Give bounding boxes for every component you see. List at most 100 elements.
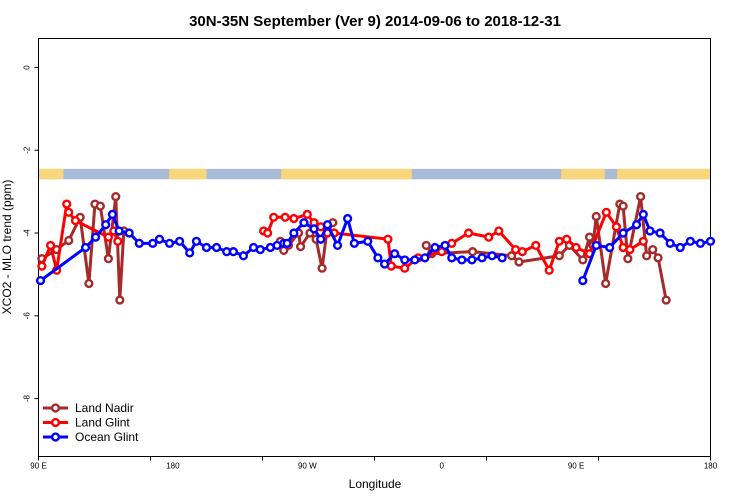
data-point — [625, 244, 635, 255]
data-point — [154, 234, 165, 244]
data-point — [299, 218, 309, 228]
data-point — [645, 226, 655, 236]
data-point — [685, 236, 695, 246]
data-point — [379, 259, 390, 269]
data-point — [37, 261, 47, 271]
data-point — [124, 228, 134, 238]
data-point — [648, 244, 658, 255]
data-point — [675, 242, 685, 253]
data-point — [134, 238, 144, 248]
data-point — [35, 276, 46, 286]
legend-marker — [50, 403, 61, 413]
data-point — [64, 207, 74, 217]
data-point — [289, 228, 299, 238]
data-point — [517, 247, 527, 257]
data-point — [211, 242, 222, 253]
x-tick-label: 90 E — [30, 462, 46, 471]
y-axis: 0 -2 -4 -6 -8 — [23, 65, 39, 402]
data-point — [605, 242, 615, 253]
legend-label: Land Glint — [75, 416, 130, 430]
data-point — [494, 226, 504, 236]
data-point — [363, 236, 373, 246]
data-point — [282, 238, 292, 248]
data-point — [705, 236, 716, 246]
data-point — [631, 220, 642, 230]
data-point — [468, 247, 478, 257]
data-point — [373, 253, 383, 263]
data-point — [114, 226, 124, 236]
data-point — [571, 242, 581, 253]
data-point — [84, 278, 94, 289]
data-point — [185, 248, 195, 258]
x-axis: 90 E 180 90 W 0 90 E 180 — [30, 456, 718, 471]
land-band — [169, 168, 207, 180]
data-point — [653, 253, 663, 263]
data-point — [175, 236, 185, 246]
data-point — [103, 232, 113, 242]
data-point — [316, 234, 326, 244]
data-point — [349, 238, 359, 248]
data-point — [591, 240, 601, 251]
data-point — [477, 253, 487, 263]
data-point — [638, 209, 648, 219]
y-axis-label: XCO2 - MLO trend (ppm) — [0, 180, 14, 315]
data-point — [695, 238, 706, 248]
data-point — [638, 236, 648, 246]
chart-title: 30N-35N September (Ver 9) 2014-09-06 to … — [189, 13, 561, 30]
y-tick-label: 0 — [23, 65, 32, 70]
data-point — [554, 251, 564, 261]
data-point — [103, 254, 113, 264]
y-tick-label: -2 — [23, 146, 32, 154]
data-point — [201, 242, 212, 253]
data-point — [420, 253, 430, 263]
data-point — [506, 251, 517, 261]
land-band — [561, 168, 605, 180]
data-point — [642, 251, 652, 261]
data-point — [618, 201, 628, 211]
data-point — [447, 253, 457, 263]
data-point — [62, 199, 72, 209]
data-point — [463, 228, 474, 238]
y-tick-label: -4 — [23, 229, 32, 237]
data-point — [578, 276, 588, 286]
data-point — [562, 234, 572, 244]
data-point — [148, 238, 158, 248]
data-point — [255, 244, 265, 255]
data-point — [317, 263, 327, 273]
data-point — [101, 220, 111, 230]
data-point — [280, 212, 290, 222]
y-tick-label: -6 — [23, 312, 32, 320]
land-band — [617, 168, 711, 180]
data-point — [383, 234, 393, 244]
data-point — [332, 240, 343, 251]
data-point — [661, 295, 671, 305]
data-point — [531, 240, 541, 251]
data-point — [601, 278, 611, 289]
data-point — [80, 242, 91, 253]
data-point — [514, 257, 524, 267]
data-point — [618, 228, 628, 238]
data-point — [421, 240, 431, 251]
data-point — [238, 251, 249, 261]
x-tick-label: 90 W — [298, 462, 317, 471]
data-point — [578, 255, 588, 265]
data-point — [115, 295, 125, 305]
data-point — [623, 254, 633, 264]
legend-label: Ocean Glint — [75, 430, 139, 444]
data-point — [440, 240, 450, 251]
data-point — [289, 213, 299, 224]
data-point — [591, 211, 601, 222]
data-point — [70, 215, 81, 226]
data-point — [554, 236, 564, 246]
land-ocean-strip — [38, 168, 711, 180]
data-point — [95, 201, 105, 211]
data-point — [228, 247, 238, 257]
data-point — [665, 238, 675, 248]
data-point — [544, 265, 554, 275]
data-point — [430, 242, 440, 253]
data-point — [111, 191, 121, 202]
data-point — [295, 242, 306, 252]
data-point — [457, 255, 467, 265]
